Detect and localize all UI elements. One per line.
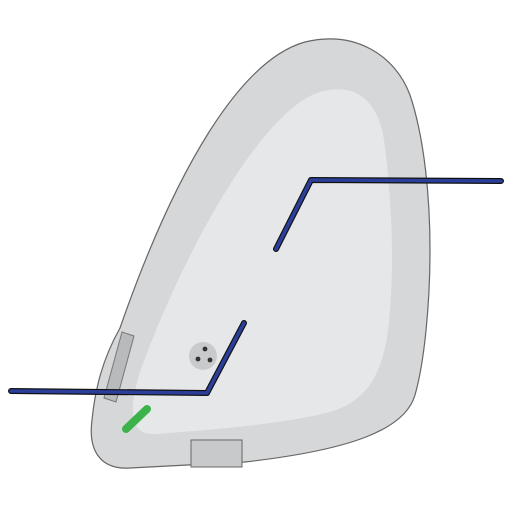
edge-slot: [103, 331, 135, 403]
cable-upper: [273, 177, 504, 252]
bottom-tab: [190, 439, 243, 468]
cable-lower: [8, 320, 247, 396]
green-pill-icon: [122, 405, 151, 433]
three-dot-socket-icon: [189, 342, 217, 370]
